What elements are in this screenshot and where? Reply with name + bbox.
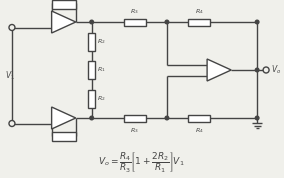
Circle shape [90,20,93,24]
Text: $R_1$: $R_1$ [97,66,105,74]
Circle shape [9,121,15,127]
Text: $R_3$: $R_3$ [130,126,139,135]
Text: $-$: $-$ [56,14,62,19]
Polygon shape [52,107,76,129]
Text: $V_o$: $V_o$ [271,64,281,76]
Circle shape [9,25,15,30]
Bar [88,90,95,108]
Circle shape [255,116,259,120]
Text: $R_2$: $R_2$ [97,94,105,103]
Text: $-$: $-$ [56,110,62,115]
Bar [52,132,76,140]
Bar [124,114,145,122]
Text: $+$: $+$ [56,119,62,127]
Bar [88,33,95,51]
Circle shape [165,20,169,24]
Text: $R_4$: $R_4$ [195,7,204,16]
Polygon shape [207,59,231,81]
Text: $R_4$: $R_4$ [195,126,204,135]
Text: $V_1$: $V_1$ [5,69,15,82]
Polygon shape [52,11,76,33]
Text: $+$: $+$ [56,23,62,32]
Circle shape [263,67,269,73]
Bar [52,0,76,9]
Bar [88,61,95,79]
Text: $+$: $+$ [211,72,218,80]
Bar [56,0,72,7]
Circle shape [90,116,93,120]
Text: $V_o = \dfrac{R_4}{R_3}\left[1 + \dfrac{2R_2}{R_1}\right]V_1$: $V_o = \dfrac{R_4}{R_3}\left[1 + \dfrac{… [98,150,185,174]
Circle shape [255,68,259,72]
Circle shape [255,20,259,24]
Text: $R_2$: $R_2$ [97,37,105,46]
Text: $-$: $-$ [211,62,218,67]
Bar [188,114,210,122]
Circle shape [165,116,169,120]
Text: $R_3$: $R_3$ [130,7,139,16]
Bar [188,19,210,25]
Bar [124,19,145,25]
